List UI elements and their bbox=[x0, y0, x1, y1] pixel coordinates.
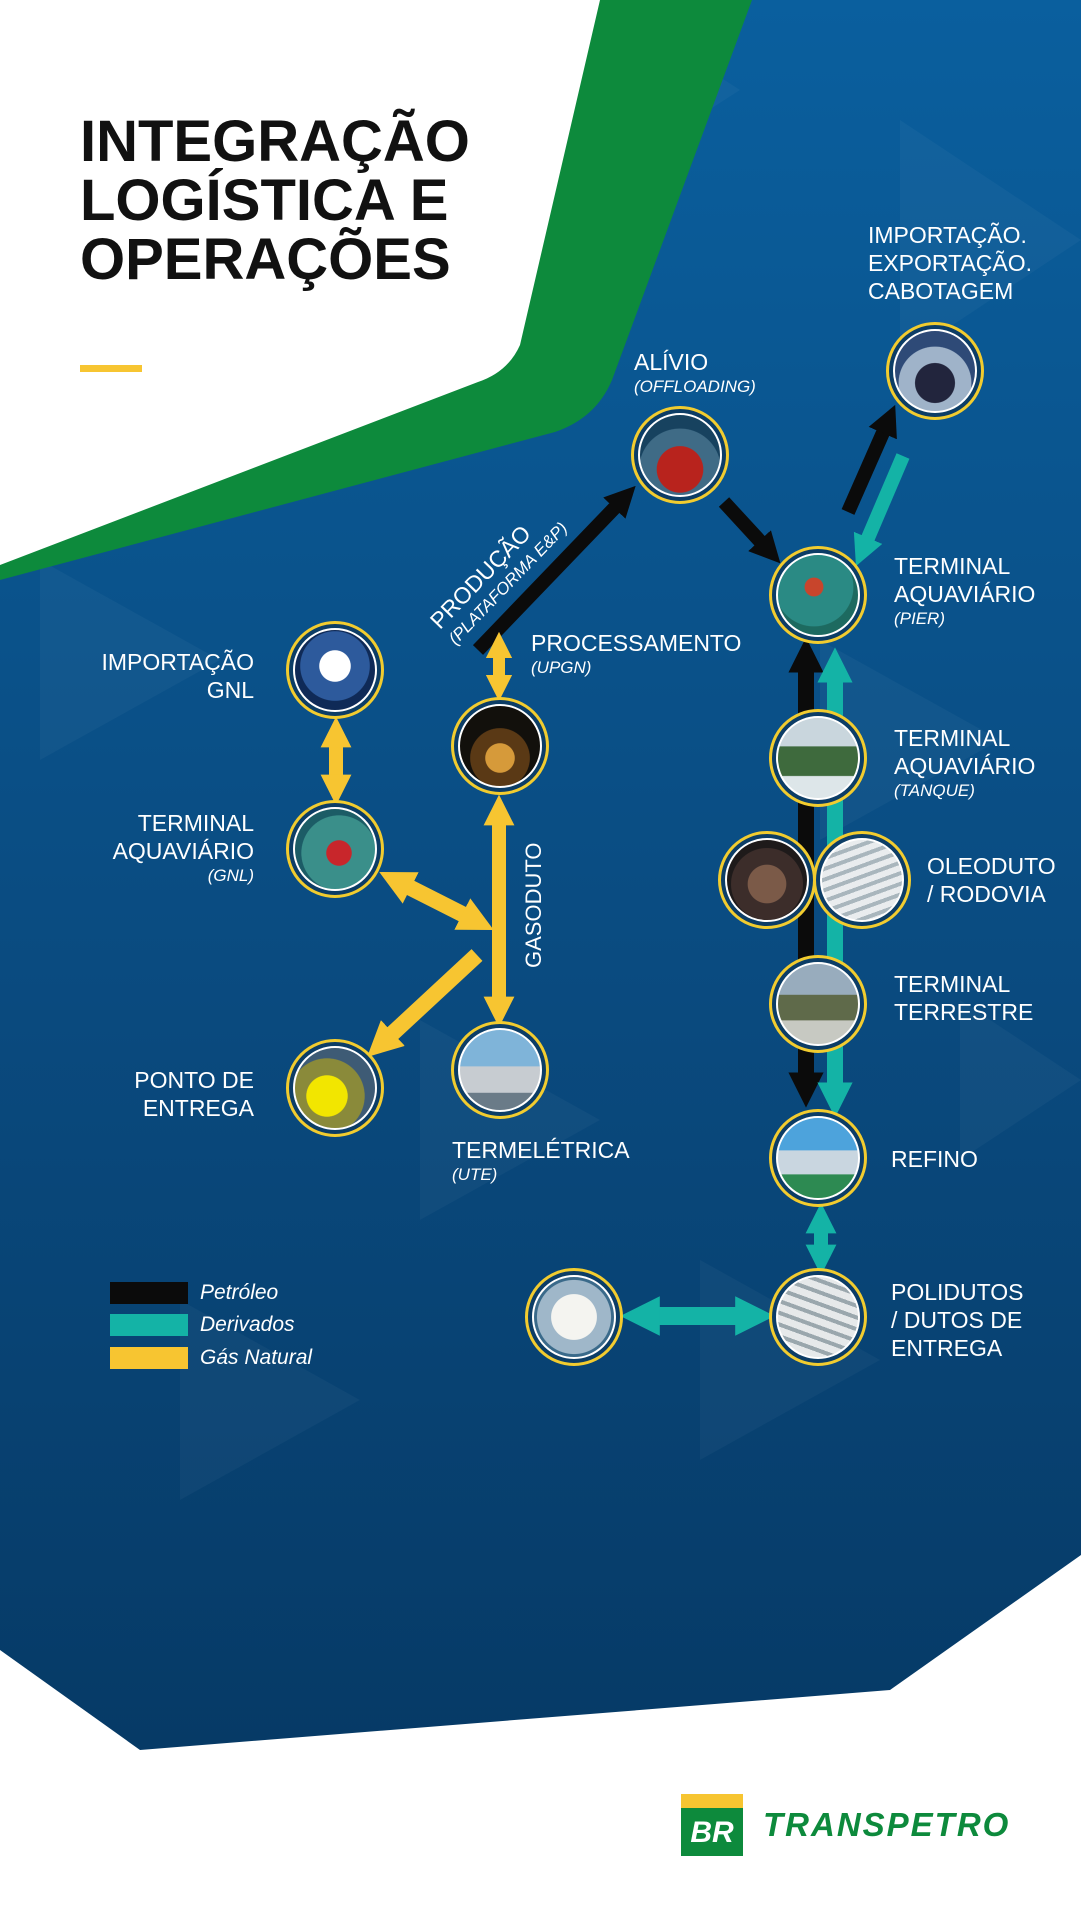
pier-photo bbox=[776, 553, 860, 637]
page-title: INTEGRAÇÃO LOGÍSTICA E OPERAÇÕES bbox=[80, 112, 470, 289]
label-title: TERMELÉTRICA bbox=[452, 1137, 630, 1163]
label-line: TERMINAL bbox=[894, 971, 1011, 997]
node-terminal-tanque bbox=[769, 709, 867, 807]
label-title: PROCESSAMENTO bbox=[531, 630, 742, 656]
label-alivio: ALÍVIO (OFFLOADING) bbox=[634, 348, 756, 398]
label-refino: REFINO bbox=[891, 1145, 978, 1173]
label-line: CABOTAGEM bbox=[868, 278, 1014, 304]
label-line: TERRESTRE bbox=[894, 999, 1034, 1025]
label-subtitle: (TANQUE) bbox=[894, 781, 975, 800]
label-subtitle: (UPGN) bbox=[531, 658, 592, 677]
refinery-night-photo bbox=[458, 704, 542, 788]
title-underline bbox=[80, 365, 142, 372]
label-line: PONTO DE bbox=[134, 1067, 254, 1093]
label-subtitle: (GNL) bbox=[207, 866, 254, 885]
label-line: GASODUTO bbox=[521, 842, 546, 968]
tanks-photo bbox=[776, 716, 860, 800]
brand-name: TRANSPETRO bbox=[763, 1806, 1011, 1843]
arrow-producao bbox=[472, 485, 636, 655]
br-logo-icon: BR bbox=[681, 1794, 743, 1856]
label-terminal-pier: TERMINAL AQUAVIÁRIO (PIER) bbox=[894, 552, 1035, 630]
power-plant-photo bbox=[458, 1028, 542, 1112]
truck-photo bbox=[725, 838, 809, 922]
label-terminal-terrestre: TERMINAL TERRESTRE bbox=[894, 970, 1033, 1026]
label-line: / DUTOS DE bbox=[891, 1307, 1023, 1333]
pipes-photo bbox=[776, 1275, 860, 1359]
legend-label: Petróleo bbox=[200, 1281, 279, 1304]
label-subtitle: (UTE) bbox=[452, 1165, 498, 1184]
arrow-gasoduto-entrega bbox=[367, 949, 483, 1057]
label-importacao-exportacao: IMPORTAÇÃO. EXPORTAÇÃO. CABOTAGEM bbox=[868, 221, 1032, 305]
arrow-import-terminal bbox=[853, 453, 910, 567]
label-line: AQUAVIÁRIO bbox=[894, 753, 1036, 779]
arrow-terminal-gnl-gasoduto bbox=[379, 872, 494, 930]
label-line: AQUAVIÁRIO bbox=[894, 581, 1036, 607]
node-ponto-entrega bbox=[286, 1039, 384, 1137]
node-ship-export bbox=[886, 322, 984, 420]
legend-swatch bbox=[110, 1282, 188, 1304]
label-line: / RODOVIA bbox=[927, 881, 1046, 907]
title-line: OPERAÇÕES bbox=[80, 227, 451, 292]
label-line: TERMINAL bbox=[894, 725, 1011, 751]
node-storage-tank bbox=[525, 1268, 623, 1366]
label-line: ENTREGA bbox=[142, 1095, 254, 1121]
arrow-terminal-export bbox=[841, 404, 897, 515]
legend-swatch bbox=[110, 1314, 188, 1336]
label-line: POLIDUTOS bbox=[891, 1279, 1024, 1305]
label-line: AQUAVIÁRIO bbox=[112, 838, 254, 864]
label-line: OLEODUTO bbox=[927, 853, 1056, 879]
label-processamento: PROCESSAMENTO (UPGN) bbox=[531, 629, 741, 679]
pipeline-photo bbox=[820, 838, 904, 922]
label-line: GNL bbox=[206, 677, 254, 703]
node-termeletrica bbox=[451, 1021, 549, 1119]
title-line: LOGÍSTICA E bbox=[80, 168, 449, 233]
storage-photo bbox=[532, 1275, 616, 1359]
label-terminal-gnl: TERMINAL AQUAVIÁRIO (GNL) bbox=[113, 809, 254, 887]
label-title: ALÍVIO bbox=[634, 349, 709, 375]
lng-ship-photo bbox=[293, 628, 377, 712]
label-gasoduto: GASODUTO bbox=[520, 842, 548, 968]
title-line: INTEGRAÇÃO bbox=[80, 109, 470, 174]
label-line: TERMINAL bbox=[137, 810, 254, 836]
legend-label: Gás Natural bbox=[200, 1346, 313, 1369]
node-polidutos bbox=[769, 1268, 867, 1366]
label-line: IMPORTAÇÃO. bbox=[868, 222, 1027, 248]
label-line: ENTREGA bbox=[891, 1335, 1003, 1361]
legend-swatch bbox=[110, 1347, 188, 1369]
label-oleoduto-rodovia: OLEODUTO / RODOVIA bbox=[927, 852, 1056, 908]
lng-terminal-photo bbox=[293, 807, 377, 891]
label-polidutos: POLIDUTOS / DUTOS DE ENTREGA bbox=[891, 1278, 1024, 1362]
node-terminal-pier bbox=[769, 546, 867, 644]
node-lng-carrier bbox=[286, 621, 384, 719]
land-terminal-photo bbox=[776, 962, 860, 1046]
label-terminal-tanque: TERMINAL AQUAVIÁRIO (TANQUE) bbox=[894, 724, 1035, 802]
tanker-photo bbox=[638, 413, 722, 497]
br-logo-text: BR bbox=[690, 1816, 734, 1849]
label-line: IMPORTAÇÃO bbox=[101, 649, 255, 675]
label-importacao-gnl: IMPORTAÇÃO GNL bbox=[102, 648, 255, 704]
label-line: REFINO bbox=[891, 1146, 978, 1172]
node-truck bbox=[718, 831, 816, 929]
label-line: TERMINAL bbox=[894, 553, 1011, 579]
label-subtitle: (OFFLOADING) bbox=[634, 377, 756, 396]
node-upgn-plant bbox=[451, 697, 549, 795]
label-line: EXPORTAÇÃO. bbox=[868, 250, 1033, 276]
arrow-alivio-terminal bbox=[718, 497, 781, 564]
white-header-area bbox=[0, 0, 600, 565]
legend-label: Derivados bbox=[200, 1313, 295, 1336]
label-ponto-entrega: PONTO DE ENTREGA bbox=[134, 1066, 254, 1122]
label-termeletrica: TERMELÉTRICA (UTE) bbox=[452, 1136, 630, 1186]
node-refino bbox=[769, 1109, 867, 1207]
refinery-photo bbox=[776, 1116, 860, 1200]
node-tanker-offloading bbox=[631, 406, 729, 504]
label-subtitle: (PIER) bbox=[894, 609, 945, 628]
node-pipeline bbox=[813, 831, 911, 929]
gas-pipe-photo bbox=[293, 1046, 377, 1130]
ship-photo bbox=[893, 329, 977, 413]
node-terminal-terrestre bbox=[769, 955, 867, 1053]
node-terminal-gnl bbox=[286, 800, 384, 898]
